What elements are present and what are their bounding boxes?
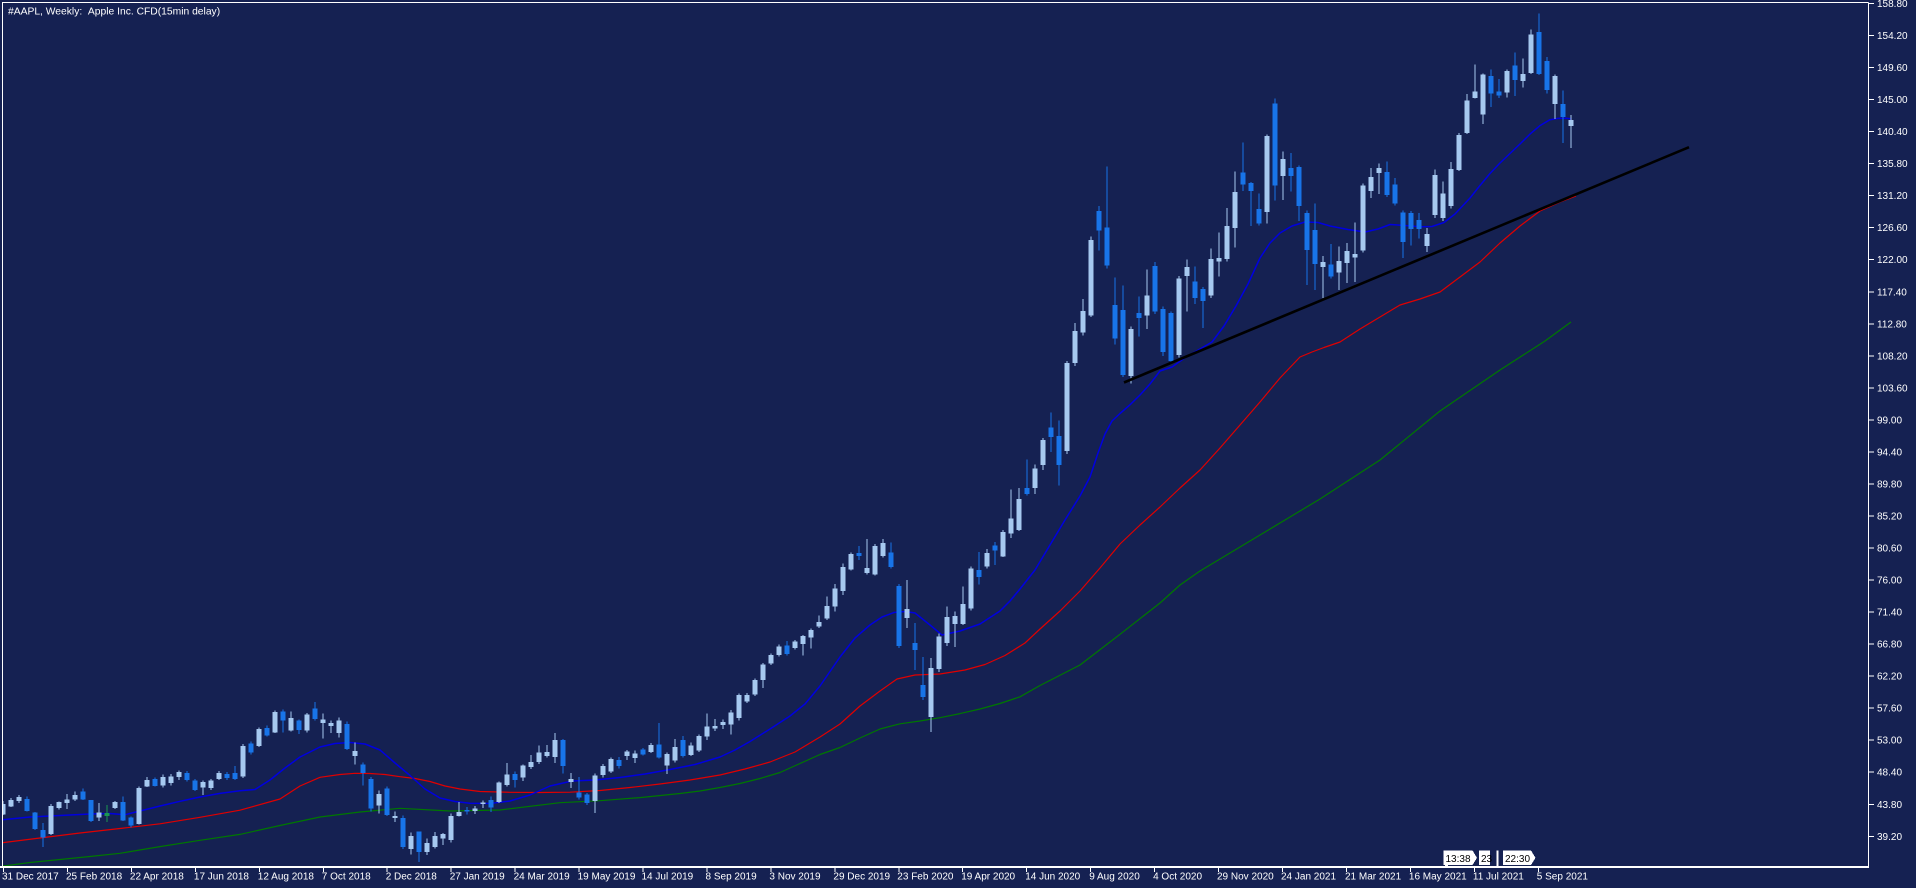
svg-text:24 Jan 2021: 24 Jan 2021 (1281, 872, 1336, 883)
svg-text:9 Aug 2020: 9 Aug 2020 (1089, 872, 1140, 883)
svg-text:17 Jun 2018: 17 Jun 2018 (194, 872, 249, 883)
svg-text:14 Jul 2019: 14 Jul 2019 (642, 872, 694, 883)
svg-text:21 Mar 2021: 21 Mar 2021 (1345, 872, 1402, 883)
svg-text:8 Sep 2019: 8 Sep 2019 (706, 872, 758, 883)
svg-text:3 Nov 2019: 3 Nov 2019 (769, 872, 821, 883)
svg-text:43.80: 43.80 (1877, 800, 1902, 811)
svg-text:5 Sep 2021: 5 Sep 2021 (1537, 872, 1589, 883)
svg-text:25 Feb 2018: 25 Feb 2018 (66, 872, 123, 883)
svg-text:#AAPL, Weekly: Apple Inc. CFD: #AAPL, Weekly: Apple Inc. CFD(15min dela… (8, 7, 220, 18)
svg-text:29 Nov 2020: 29 Nov 2020 (1217, 872, 1274, 883)
svg-text:117.40: 117.40 (1877, 287, 1907, 298)
svg-text:2 Dec 2018: 2 Dec 2018 (386, 872, 438, 883)
svg-text:108.20: 108.20 (1877, 351, 1908, 362)
svg-text:22 Apr 2018: 22 Apr 2018 (130, 872, 184, 883)
svg-text:66.80: 66.80 (1877, 640, 1902, 651)
svg-text:122.00: 122.00 (1877, 255, 1908, 266)
svg-text:135.80: 135.80 (1877, 159, 1908, 170)
svg-text:131.20: 131.20 (1877, 191, 1908, 202)
svg-text:24 Mar 2019: 24 Mar 2019 (514, 872, 571, 883)
svg-text:19 May 2019: 19 May 2019 (578, 872, 636, 883)
svg-text:149.60: 149.60 (1877, 63, 1908, 74)
svg-text:23: 23 (1481, 854, 1493, 865)
svg-text:71.40: 71.40 (1877, 608, 1902, 619)
svg-text:158.80: 158.80 (1877, 0, 1908, 10)
svg-text:7 Oct 2018: 7 Oct 2018 (322, 872, 371, 883)
svg-text:89.80: 89.80 (1877, 480, 1902, 491)
svg-text:12 Aug 2018: 12 Aug 2018 (258, 872, 315, 883)
svg-text:48.40: 48.40 (1877, 768, 1902, 779)
svg-text:94.40: 94.40 (1877, 447, 1902, 458)
svg-text:31 Dec 2017: 31 Dec 2017 (2, 872, 59, 883)
svg-text:126.60: 126.60 (1877, 223, 1908, 234)
svg-text:16 May 2021: 16 May 2021 (1409, 872, 1467, 883)
svg-text:23 Feb 2020: 23 Feb 2020 (897, 872, 954, 883)
svg-text:27 Jan 2019: 27 Jan 2019 (450, 872, 505, 883)
svg-text:57.60: 57.60 (1877, 704, 1902, 715)
svg-text:13:38: 13:38 (1446, 854, 1471, 865)
svg-text:145.00: 145.00 (1877, 95, 1908, 106)
svg-text:154.20: 154.20 (1877, 31, 1908, 42)
svg-text:39.20: 39.20 (1877, 832, 1902, 843)
svg-text:112.80: 112.80 (1877, 319, 1907, 330)
svg-text:53.00: 53.00 (1877, 736, 1902, 747)
svg-text:19 Apr 2020: 19 Apr 2020 (961, 872, 1015, 883)
svg-text:14 Jun 2020: 14 Jun 2020 (1025, 872, 1080, 883)
svg-text:62.20: 62.20 (1877, 672, 1902, 683)
svg-text:4 Oct 2020: 4 Oct 2020 (1153, 872, 1202, 883)
svg-text:29 Dec 2019: 29 Dec 2019 (833, 872, 890, 883)
svg-text:80.60: 80.60 (1877, 544, 1902, 555)
svg-text:85.20: 85.20 (1877, 512, 1902, 523)
svg-text:11 Jul 2021: 11 Jul 2021 (1473, 872, 1524, 883)
svg-text:76.00: 76.00 (1877, 576, 1902, 587)
svg-text:140.40: 140.40 (1877, 127, 1908, 138)
svg-text:22:30: 22:30 (1505, 854, 1530, 865)
svg-text:103.60: 103.60 (1877, 383, 1908, 394)
svg-text:99.00: 99.00 (1877, 415, 1902, 426)
